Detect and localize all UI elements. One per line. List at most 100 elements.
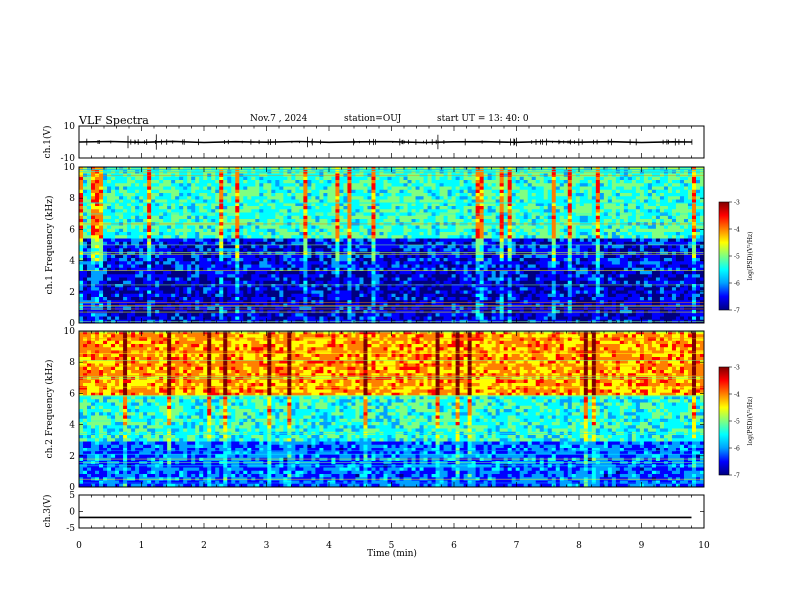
spectrogram-cell [515, 264, 521, 269]
spectrogram-cell [503, 202, 509, 207]
spectrogram-cell [295, 202, 300, 207]
spectrogram-cell [223, 238, 228, 243]
spectrogram-cell [171, 189, 176, 194]
spectrogram-cell [259, 238, 264, 243]
spectrogram-cell [443, 232, 448, 236]
spectrogram-cell [131, 193, 136, 197]
spectrogram-cell [115, 254, 120, 259]
spectrogram-cell [659, 248, 665, 252]
spectrogram-cell [419, 241, 424, 246]
spectrogram-cell [527, 245, 533, 249]
spectrogram-cell [215, 267, 220, 272]
spectrogram-cell [259, 206, 264, 210]
spectrogram-cell [275, 228, 280, 233]
spectrogram-cell [623, 258, 629, 262]
spectrogram-cell [139, 189, 144, 194]
spectrogram-cell [379, 193, 384, 197]
spectrogram-cell [355, 258, 360, 262]
spectrogram-cell [655, 180, 661, 184]
spectrogram-cell [347, 261, 352, 265]
spectrogram-cell [483, 209, 489, 213]
spectrogram-cell [151, 238, 156, 243]
spectrogram-cell [667, 261, 673, 265]
spectrogram-cell [683, 199, 689, 204]
spectrogram-cell [207, 251, 212, 256]
spectrogram-cell [411, 238, 416, 243]
spectrogram-cell [547, 225, 553, 230]
spectrogram-cell [459, 267, 465, 272]
spectrogram-cell [591, 167, 597, 171]
spectrogram-cell [375, 202, 380, 207]
spectrogram-cell [367, 193, 372, 197]
spectrogram-cell [635, 245, 641, 249]
spectrogram-cell [235, 167, 240, 171]
spectrogram-cell [419, 267, 424, 272]
spectrogram-cell [363, 167, 368, 171]
spectrogram-cell [463, 238, 469, 243]
spectrogram-cell [155, 196, 160, 200]
spectrogram-cell [215, 202, 220, 207]
spectrogram-cell [599, 235, 605, 239]
spectrogram-cell [503, 193, 509, 197]
spectrogram-cell [531, 248, 537, 252]
spectrogram-cell [511, 206, 517, 210]
spectrogram-cell [363, 251, 368, 256]
spectrogram-cell [555, 225, 561, 230]
spectrogram-cell [243, 180, 248, 184]
spectrogram-cell [99, 228, 104, 233]
spectrogram-cell [303, 261, 308, 265]
spectrogram-cell [179, 232, 184, 236]
spectrogram-cell [235, 176, 240, 181]
spectrogram-cell [463, 186, 469, 191]
spectrogram-cell [591, 186, 597, 191]
spectrogram-cell [419, 189, 424, 194]
spectrogram-cell [547, 183, 553, 187]
spectrogram-cell [643, 212, 649, 217]
spectrogram-cell [471, 167, 477, 171]
spectrogram-cell [687, 176, 693, 181]
spectrogram-cell [399, 196, 404, 200]
spectrogram-cell [655, 245, 661, 249]
spectrogram-cell [87, 196, 92, 200]
spectrogram-cell [443, 186, 448, 191]
spectrogram-cell [499, 258, 505, 262]
spectrogram-cell [507, 238, 513, 243]
spectrogram-cell [123, 251, 128, 256]
spectrogram-cell [615, 189, 621, 194]
spectrogram-cell [667, 225, 673, 230]
spectrogram-cell [83, 183, 88, 187]
spectrogram-cell [135, 264, 140, 269]
spectrogram-cell [203, 199, 208, 204]
spectrogram-cell [475, 219, 481, 223]
spectrogram-cell [115, 225, 120, 230]
spectrogram-cell [279, 209, 284, 213]
spectrogram-cell [583, 219, 589, 223]
spectrogram-cell [171, 199, 176, 204]
spectrogram-cell [263, 206, 268, 210]
spectrogram-cell [187, 267, 192, 272]
spectrogram-cell [687, 199, 693, 204]
spectrogram-cell [515, 209, 521, 213]
spectrogram-cell [563, 202, 569, 207]
spectrogram-cell [247, 206, 252, 210]
spectrogram-cell [195, 251, 200, 256]
spectrogram-cell [559, 180, 565, 184]
spectrogram-cell [267, 206, 272, 210]
spectrogram-cell [623, 196, 629, 200]
spectrogram-cell [527, 202, 533, 207]
spectrogram-cell [139, 251, 144, 256]
spectrogram-cell [603, 196, 609, 200]
spectrogram-cell [515, 228, 521, 233]
spectrogram-cell [319, 254, 324, 259]
spectrogram-cell [643, 196, 649, 200]
spectrogram-cell [143, 254, 148, 259]
spectrogram-cell [551, 248, 557, 252]
spectrogram-cell [535, 245, 541, 249]
spectrogram-cell [127, 202, 132, 207]
spectrogram-cell [111, 167, 116, 171]
spectrogram-cell [695, 228, 701, 233]
spectrogram-cell [639, 209, 645, 213]
spectrogram-cell [487, 254, 493, 259]
spectrogram-cell [275, 232, 280, 236]
spectrogram-cell [187, 176, 192, 181]
